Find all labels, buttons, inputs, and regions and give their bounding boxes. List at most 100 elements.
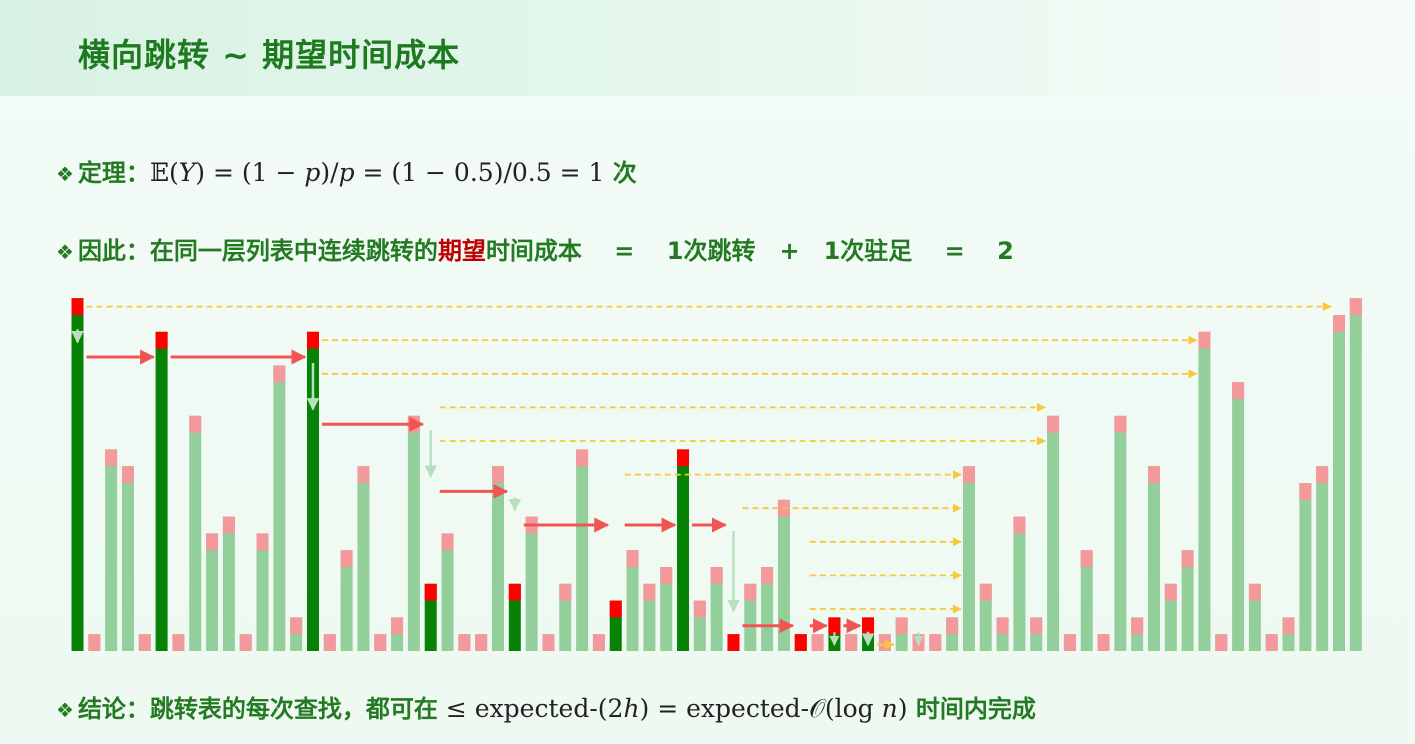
tower-cap [744,583,757,601]
tower-cap [1131,617,1144,635]
tower-bar [273,365,286,651]
page-title: 横向跳转 ~ 期望时间成本 [78,36,461,74]
theorem-formula: 𝔼(Y) = (1 − p)/p = (1 − 0.5)/0.5 = 1 [149,158,605,187]
tower-bar [407,415,420,651]
tower-bar [492,466,504,651]
tower-cap [105,449,118,467]
tower-cap [794,634,807,651]
tower-bar [1013,516,1026,651]
tower-cap [424,583,437,601]
tower-cap [1215,634,1228,651]
tower-cap [1316,466,1329,483]
therefore-text-post: 时间成本 = 1次跳转 + 1次驻足 = 2 [485,237,1014,265]
tower-cap [727,634,740,651]
tower-bar [1198,331,1211,651]
diamond-bullet-icon: ❖ [56,698,74,722]
tower-bar [256,533,269,651]
tower-cap [306,331,319,349]
tower-bar [340,550,353,651]
tower-cap [845,634,858,651]
tower-cap [441,533,454,551]
tower-bar [710,567,723,651]
tower-bar [677,449,690,651]
tower-bar [1047,415,1060,651]
tower-cap [542,634,555,651]
tower-cap [475,634,488,651]
tower-bar [660,567,673,651]
tower-cap [508,583,521,601]
tower-bar [441,533,454,651]
tower-cap [222,516,235,534]
tower-bar [962,466,975,651]
tower-cap [576,449,589,467]
tower-cap [172,634,185,651]
tower-cap [643,583,656,601]
therefore-text-pre: 因此：在同一层列表中连续跳转的 [77,237,438,265]
tower-cap [121,466,134,483]
theorem-line: ❖ 定理：𝔼(Y) = (1 − p)/p = (1 − 0.5)/0.5 = 1… [56,153,637,188]
tower-cap [273,365,286,383]
tower-cap [946,617,959,635]
tower-cap [1349,298,1362,315]
tower-cap [1232,382,1245,399]
tower-cap [811,634,824,651]
tower-cap [761,567,774,584]
tower-bar [206,533,219,651]
tower-bar [1147,466,1160,651]
tower-cap [979,583,992,601]
tower-bar [306,331,319,651]
therefore-highlight: 期望 [437,237,486,265]
tower-bar [761,567,774,651]
tower-bar [1299,483,1312,651]
tower-cap [1333,315,1345,332]
tower-cap [1164,583,1177,601]
tower-cap [1198,331,1211,349]
tower-cap [391,617,404,635]
tower-cap [878,634,891,651]
tower-bar [71,298,84,651]
tower-bar [1316,466,1329,651]
tower-bar [1181,550,1194,651]
tower-cap [1181,550,1194,567]
tower-cap [693,600,706,618]
tower-cap [895,617,908,635]
tower-cap [828,617,841,635]
tower-cap [609,600,622,618]
tower-cap [1282,617,1295,635]
diamond-bullet-icon: ❖ [56,240,74,264]
tower-bar [626,550,639,651]
tower-cap [1248,583,1261,601]
tower-cap [1047,415,1060,433]
title-band [0,0,1415,96]
tower-cap [256,533,269,551]
conclusion-text-post: 时间内完成 [907,695,1036,723]
tower-cap [189,415,202,433]
tower-bar [105,449,118,651]
tower-bar [357,466,370,651]
tower-bar [1232,382,1245,651]
tower-cap [340,550,353,567]
tower-bar [189,415,202,651]
tower-cap [996,617,1009,635]
tower-cap [592,634,605,651]
tower-cap [862,617,875,635]
tower-cap [239,634,252,651]
tower-bar [1349,298,1362,651]
tower-cap [1299,483,1312,500]
tower-bar [222,516,235,651]
tower-cap [677,449,690,467]
tower-cap [626,550,639,567]
conclusion-formula: ≤ expected-(2h) = expected-𝒪(log n) [437,694,908,723]
diamond-bullet-icon: ❖ [56,162,74,186]
theorem-label: 定理： [77,159,150,187]
therefore-line: ❖ 因此：在同一层列表中连续跳转的期望时间成本 = 1次跳转 + 1次驻足 = 2 [56,231,1014,266]
tower-cap [1147,466,1160,483]
tower-bar [1114,415,1127,651]
tower-cap [660,567,673,584]
tower-cap [290,617,303,635]
tower-cap [559,583,572,601]
tower-cap [1063,634,1076,651]
tower-cap [71,298,84,315]
tower-bar [525,516,538,651]
